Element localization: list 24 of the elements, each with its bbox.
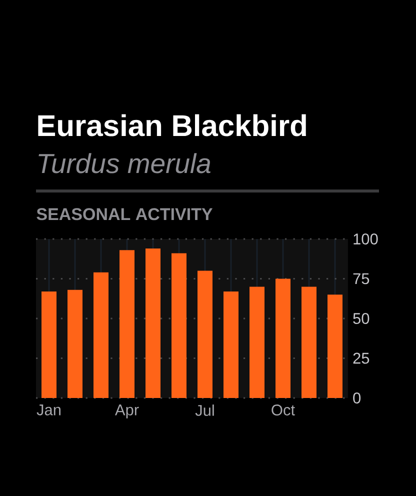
y-tick-label: 75 [353,273,370,284]
bar [146,248,160,398]
bar [172,253,186,398]
bar [68,290,82,398]
bar [302,286,316,398]
bar [250,286,264,398]
bar [94,272,108,398]
chart-subtitle: Turdus merula [38,153,210,174]
y-tick-label: 25 [353,352,370,364]
bar [42,291,56,398]
bar [224,291,238,398]
x-tick-label: Jan [36,404,60,416]
y-tick-label: 100 [354,234,378,244]
x-tick-label: Apr [114,404,139,418]
bar [120,250,134,398]
y-tick-label: 0 [353,392,361,404]
bar [198,270,212,398]
text: SEASONAL ACTIVITY [36,208,213,220]
chart-title: Eurasian Blackbird [38,114,306,136]
bar [328,294,342,398]
y-tick-label: 50 [353,313,370,324]
x-tick-label: Oct [272,404,295,416]
x-tick-label: Jul [195,404,214,416]
bar [276,278,290,398]
